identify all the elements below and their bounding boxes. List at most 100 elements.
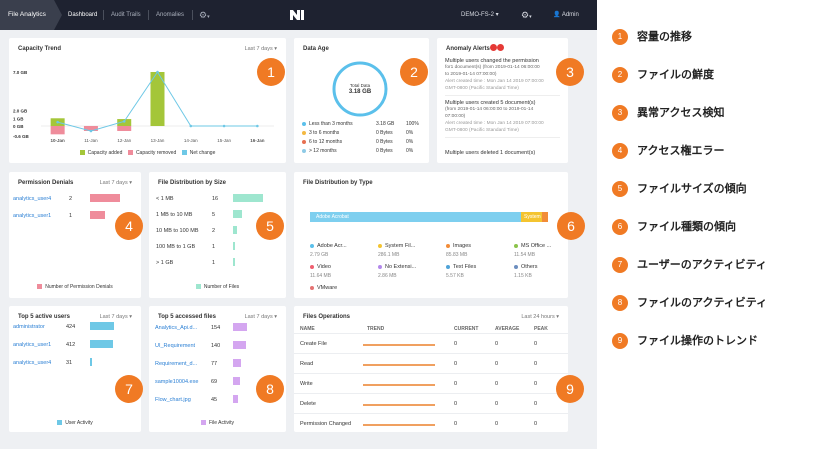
file-count: 16: [212, 196, 219, 202]
legend-swatch: [200, 420, 206, 426]
type-stack-segment-adobe: [310, 212, 521, 222]
file-link[interactable]: sample10004.exe: [155, 379, 199, 385]
file-type-label: System Fil...: [378, 243, 415, 249]
alert-detail: to 2019-01-14 07:00:00): [445, 72, 497, 77]
file-link[interactable]: Flow_chart.jpg: [155, 397, 191, 403]
alert-title[interactable]: Multiple users created 5 document(s): [445, 100, 536, 106]
x-tick-label: 12-Jan: [117, 138, 131, 143]
alert-detail: GMT-0800 (Pacific Standard Time): [445, 86, 519, 91]
age-size: 3.18 GB: [376, 121, 395, 127]
age-color-dot: [302, 131, 306, 135]
user-link[interactable]: analytics_user1: [13, 342, 52, 348]
top-navigation-bar: File Analytics Dashboard Audit Trails An…: [0, 0, 597, 30]
file-type-color-dot: [310, 264, 314, 269]
filter-label: Last 7 days: [99, 314, 128, 320]
user-name: Admin: [561, 12, 579, 18]
donut-total-value: 3.18 GB: [348, 89, 372, 95]
annotation-number: 8: [612, 295, 628, 311]
file-link[interactable]: Analytics_Api.d...: [155, 325, 198, 331]
size-range-label: > 1 GB: [156, 260, 174, 266]
time-filter-dropdown[interactable]: Last 7 days ▾: [244, 46, 277, 52]
settings-gear-icon[interactable]: ⚙▾: [199, 10, 210, 20]
user-link[interactable]: analytics_user1: [13, 213, 52, 219]
operation-current: 0: [454, 361, 458, 367]
operation-peak: 0: [534, 401, 538, 407]
type-stack-segment-system: [521, 212, 542, 222]
legend-label: Number of Permission Denials: [45, 284, 113, 290]
user-link[interactable]: administrator: [13, 324, 45, 330]
file-type-size: 286.1 MB: [378, 252, 400, 258]
file-link[interactable]: Requirement_d...: [155, 361, 198, 367]
user-link[interactable]: analytics_user4: [13, 196, 52, 202]
file-type-label: VMware: [310, 285, 337, 291]
operation-average: 0: [495, 401, 499, 407]
legend-swatch: [37, 284, 43, 290]
file-type-size: 11.64 MB: [310, 273, 332, 279]
file-type-color-dot: [310, 285, 314, 290]
capacity-removed-bar: [83, 126, 98, 131]
file-count: 1: [212, 244, 216, 250]
legend-swatch: [57, 420, 63, 426]
net-change-point: [56, 120, 59, 124]
settings-menu-icon[interactable]: ⚙▾: [521, 10, 532, 20]
operation-trend-line: [363, 424, 435, 426]
operation-row: Create File 0 0 0: [294, 333, 568, 354]
user-link[interactable]: analytics_user4: [13, 360, 52, 366]
annotation-number: 3: [612, 105, 628, 121]
alert-title[interactable]: Multiple users deleted 1 document(s): [445, 150, 536, 156]
time-filter-dropdown[interactable]: Last 7 days ▾: [99, 180, 132, 186]
operation-peak: 0: [534, 361, 538, 367]
operation-row: Delete 0 0 0: [294, 393, 568, 414]
alert-title[interactable]: Multiple users changed the permission: [445, 58, 539, 64]
time-filter-dropdown[interactable]: Last 7 days ▾: [99, 314, 132, 320]
files-operations-card: Files Operations Last 24 hours ▾ NAME TR…: [294, 306, 568, 432]
legend-label: Capacity added: [87, 150, 123, 156]
tab-audit-trails[interactable]: Audit Trails: [111, 12, 141, 18]
activity-bar: [90, 340, 113, 348]
annotation-number: 4: [612, 143, 628, 159]
tab-anomalies[interactable]: Anomalies: [156, 12, 185, 18]
size-range-label: 1 MB to 10 MB: [156, 212, 193, 218]
column-header-average: AVERAGE: [495, 326, 520, 332]
callout-badge: 9: [556, 375, 584, 403]
operation-row: Write 0 0 0: [294, 373, 568, 394]
size-range-label: 10 MB to 100 MB: [156, 228, 199, 234]
annotation-label: ファイル種類の傾向: [637, 221, 736, 233]
app-title[interactable]: File Analytics: [0, 0, 62, 30]
server-selector[interactable]: DEMO-FS-2 ▾: [461, 12, 499, 18]
file-link[interactable]: UI_Requirement: [155, 343, 196, 349]
activity-count: 424: [66, 324, 76, 330]
segment-label: System: [524, 214, 541, 220]
operation-average: 0: [495, 361, 499, 367]
annotation-label: ファイル操作のトレンド: [637, 335, 758, 347]
time-filter-dropdown[interactable]: Last 7 days ▾: [244, 314, 277, 320]
annotation-label: ファイルサイズの傾向: [637, 183, 747, 195]
denial-bar: [90, 211, 105, 219]
card-title: Anomaly Alerts: [446, 46, 490, 52]
type-stack-segment-images: [542, 212, 548, 222]
denial-bar: [90, 194, 120, 202]
filter-label: Last 7 days: [244, 314, 273, 320]
user-menu[interactable]: 👤 Admin: [553, 0, 579, 30]
capacity-removed-bar: [117, 126, 132, 131]
denial-count: 1: [69, 213, 73, 219]
activity-count: 31: [66, 360, 73, 366]
card-title: Capacity Trend: [18, 46, 62, 52]
age-size: 0 Bytes: [376, 148, 393, 154]
tab-dashboard[interactable]: Dashboard: [68, 12, 98, 18]
annotation-number: 1: [612, 29, 628, 45]
card-title: Permission Denials: [18, 180, 74, 186]
size-bar: [233, 226, 237, 234]
file-type-color-dot: [514, 264, 518, 269]
operation-row: Read 0 0 0: [294, 353, 568, 374]
operation-name: Create File: [300, 341, 327, 347]
file-type-size: 2.79 GB: [310, 252, 329, 258]
net-change-point: [156, 70, 159, 74]
top-accessed-files-card: Top 5 accessed files Last 7 days ▾ Analy…: [149, 306, 286, 432]
file-type-name: Text Files: [453, 264, 477, 270]
file-type-size: 1.15 KB: [514, 273, 532, 279]
data-age-card: Data Age Total Data 3.18 GB Less than 3 …: [294, 38, 429, 163]
access-bar: [233, 395, 238, 403]
time-filter-dropdown[interactable]: Last 24 hours ▾: [521, 314, 559, 320]
operation-current: 0: [454, 381, 458, 387]
